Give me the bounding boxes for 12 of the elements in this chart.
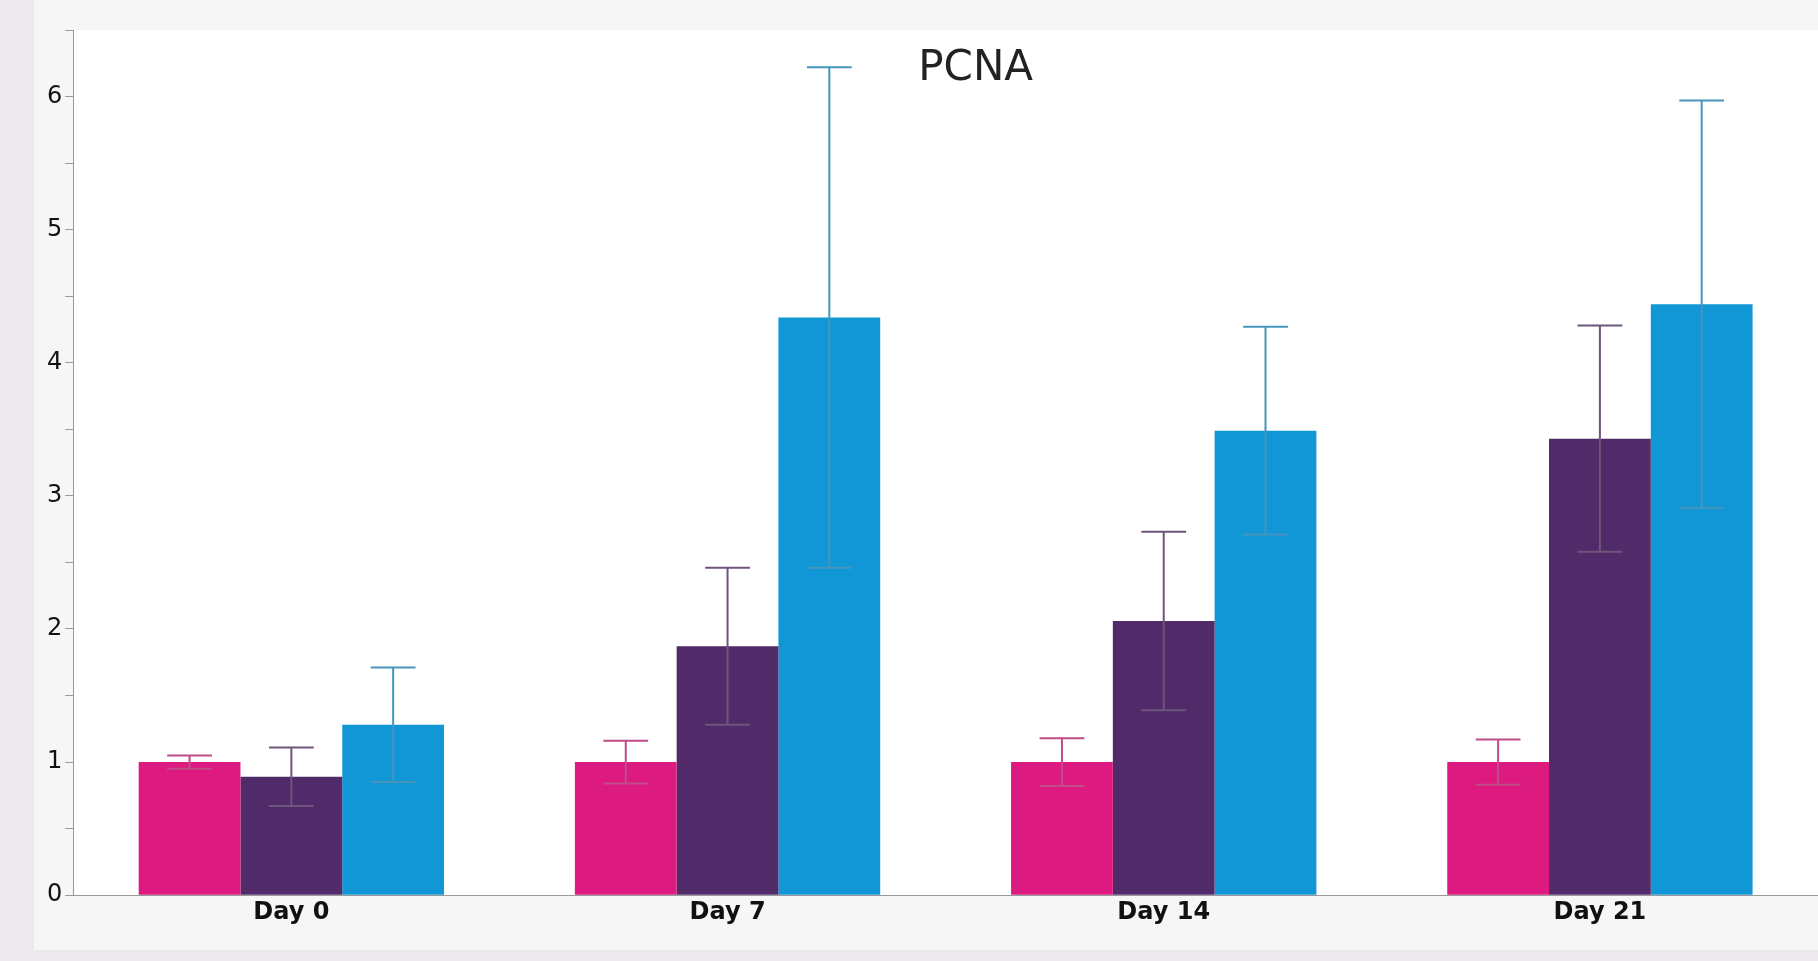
y-tick-label: 2 [46,613,63,642]
y-tick-label: 0 [46,879,63,908]
y-tick-label: 3 [46,480,63,509]
x-tick-label: Day 7 [689,896,766,925]
y-tick-label: 6 [46,80,63,109]
x-tick-label: Day 14 [1117,896,1211,925]
y-tick-label: 5 [46,213,63,242]
y-tick-label: 1 [46,746,63,775]
y-tick-label: 4 [46,347,63,375]
x-tick-label: Day 0 [253,896,330,925]
x-tick-label: Day 21 [1553,896,1647,925]
chart-title: PCNA [918,40,1034,90]
